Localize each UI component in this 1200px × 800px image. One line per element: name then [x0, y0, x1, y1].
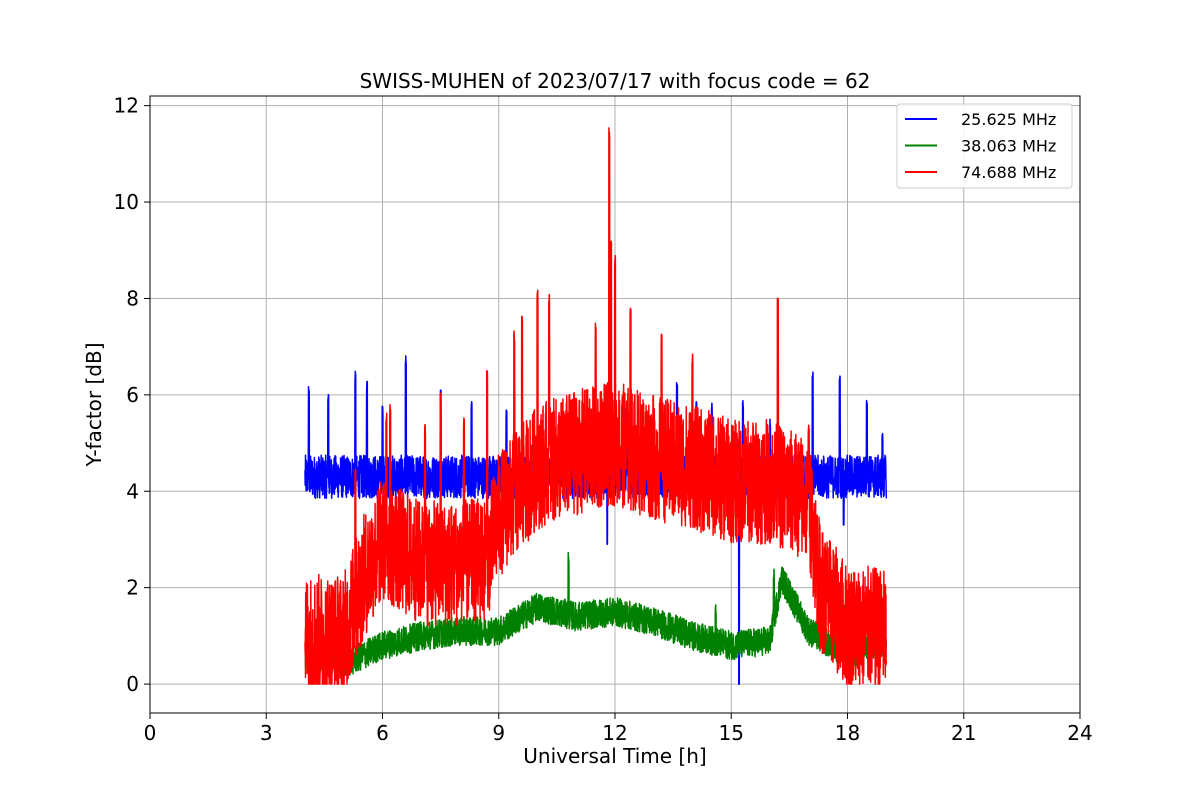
legend: 25.625 MHz 38.063 MHz 74.688 MHz: [896, 103, 1073, 189]
legend-label: 38.063 MHz: [961, 137, 1056, 156]
chart-title: SWISS-MUHEN of 2023/07/17 with focus cod…: [360, 69, 871, 93]
x-tick-label: 15: [719, 721, 744, 745]
x-tick-label: 12: [602, 721, 627, 745]
y-axis-label: Y-factor [dB]: [82, 342, 106, 467]
x-tick-label: 18: [835, 721, 860, 745]
y-tick-label: 2: [126, 576, 139, 600]
y-tick-label: 0: [126, 672, 139, 696]
y-tick-label: 4: [126, 479, 139, 503]
legend-box: [896, 103, 1073, 189]
series-line-3: [304, 127, 888, 685]
x-tick-label: 24: [1067, 721, 1092, 745]
x-axis-label: Universal Time [h]: [523, 744, 706, 768]
y-tick-label: 12: [114, 94, 139, 118]
series-line-2: [304, 551, 888, 679]
y-tick-label: 6: [126, 383, 139, 407]
legend-label: 74.688 MHz: [961, 163, 1056, 182]
x-tick-label: 9: [492, 721, 505, 745]
series-layer: [304, 127, 888, 685]
x-tick-label: 21: [951, 721, 976, 745]
x-tick-label: 3: [260, 721, 273, 745]
x-tick-label: 0: [144, 721, 157, 745]
y-tick-label: 10: [114, 190, 139, 214]
y-tick-label: 8: [126, 286, 139, 310]
legend-label: 25.625 MHz: [961, 110, 1056, 129]
x-tick-label: 6: [376, 721, 389, 745]
